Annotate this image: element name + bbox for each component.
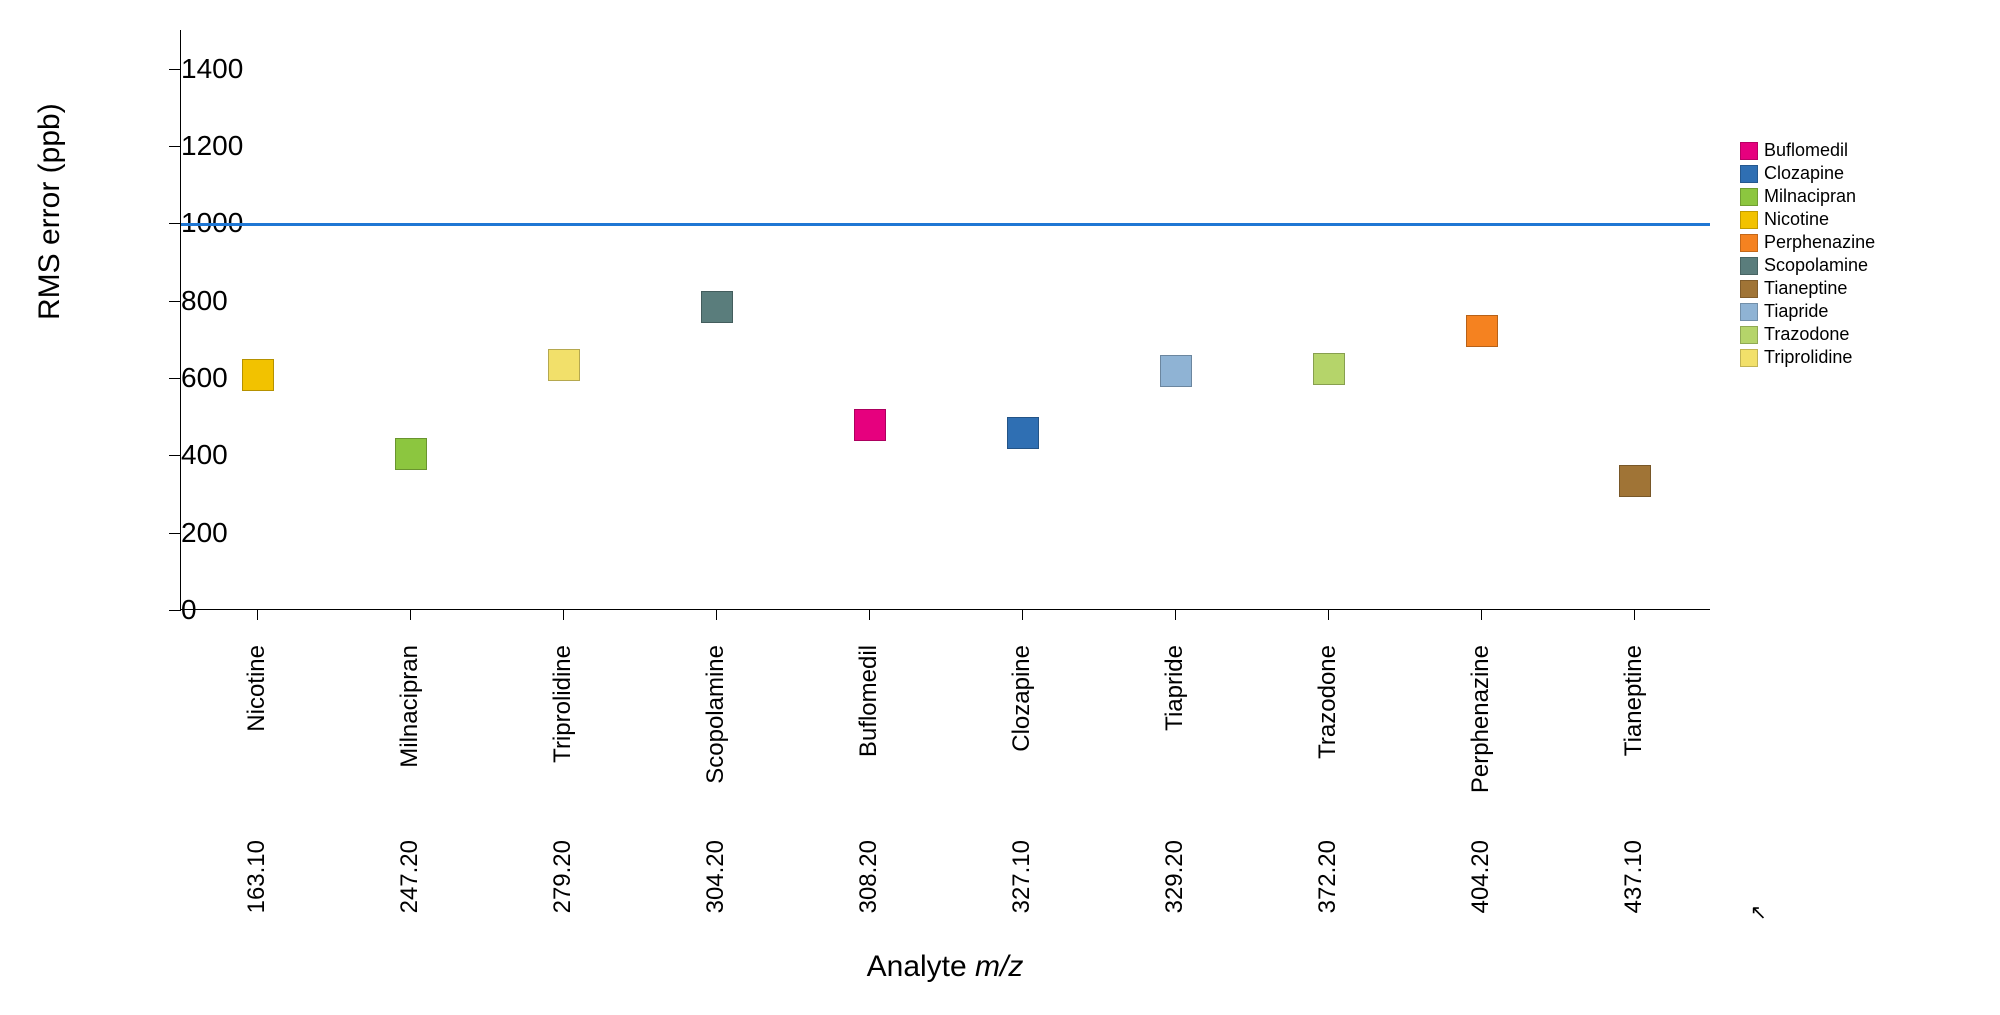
legend-item: Milnacipran xyxy=(1740,186,1875,207)
x-axis-title-prefix: Analyte xyxy=(867,950,975,983)
x-category-label: Triprolidine xyxy=(549,645,577,763)
x-mz-label: 372.20 xyxy=(1314,840,1342,913)
x-mz-label: 327.10 xyxy=(1008,840,1036,913)
y-tick xyxy=(169,69,181,70)
x-category-label: Milnacipran xyxy=(396,645,424,768)
y-tick xyxy=(169,146,181,147)
y-tick-label: 0 xyxy=(181,594,199,626)
x-category-label: Clozapine xyxy=(1008,645,1036,752)
legend-swatch xyxy=(1740,234,1758,252)
legend-label: Clozapine xyxy=(1764,163,1844,184)
x-tick xyxy=(563,610,564,620)
legend-swatch xyxy=(1740,142,1758,160)
x-mz-label: 163.10 xyxy=(243,840,271,913)
x-mz-label: 329.20 xyxy=(1161,840,1189,913)
data-marker xyxy=(701,291,733,323)
x-category-label: Tiapride xyxy=(1161,645,1189,731)
legend-label: Triprolidine xyxy=(1764,347,1852,368)
cursor-icon: ↖ xyxy=(1750,900,1767,925)
legend-swatch xyxy=(1740,211,1758,229)
y-tick xyxy=(169,610,181,611)
x-tick xyxy=(1634,610,1635,620)
x-tick xyxy=(410,610,411,620)
x-mz-label: 308.20 xyxy=(855,840,883,913)
plot-area: 0200400600800100012001400 xyxy=(180,30,1710,610)
legend-label: Perphenazine xyxy=(1764,232,1875,253)
x-mz-label: 279.20 xyxy=(549,840,577,913)
y-tick-label: 200 xyxy=(181,517,199,549)
legend-label: Tiapride xyxy=(1764,301,1828,322)
x-tick xyxy=(869,610,870,620)
legend-label: Nicotine xyxy=(1764,209,1829,230)
y-tick xyxy=(169,533,181,534)
y-tick xyxy=(169,378,181,379)
x-axis-title: Analyte m/z xyxy=(180,950,1710,984)
data-marker xyxy=(548,349,580,381)
data-marker xyxy=(1007,417,1039,449)
x-category-label: Tianeptine xyxy=(1620,645,1648,756)
legend-item: Buflomedil xyxy=(1740,140,1875,161)
legend-item: Trazodone xyxy=(1740,324,1875,345)
y-axis-title: RMS error (ppb) xyxy=(33,103,67,320)
legend-label: Buflomedil xyxy=(1764,140,1848,161)
legend-item: Clozapine xyxy=(1740,163,1875,184)
x-mz-label: 437.10 xyxy=(1620,840,1648,913)
x-tick xyxy=(1175,610,1176,620)
legend-item: Perphenazine xyxy=(1740,232,1875,253)
legend-label: Milnacipran xyxy=(1764,186,1856,207)
legend: BuflomedilClozapineMilnacipranNicotinePe… xyxy=(1740,140,1875,370)
x-tick xyxy=(1481,610,1482,620)
data-marker xyxy=(242,359,274,391)
y-tick-label: 1200 xyxy=(181,130,199,162)
data-marker xyxy=(1313,353,1345,385)
y-tick-label: 1400 xyxy=(181,53,199,85)
reference-line xyxy=(181,223,1710,226)
y-tick-label: 400 xyxy=(181,439,199,471)
legend-item: Tiapride xyxy=(1740,301,1875,322)
legend-swatch xyxy=(1740,280,1758,298)
legend-item: Tianeptine xyxy=(1740,278,1875,299)
legend-swatch xyxy=(1740,349,1758,367)
x-category-label: Scopolamine xyxy=(702,645,730,784)
legend-swatch xyxy=(1740,303,1758,321)
legend-swatch xyxy=(1740,188,1758,206)
x-tick xyxy=(257,610,258,620)
x-mz-label: 404.20 xyxy=(1467,840,1495,913)
y-tick xyxy=(169,455,181,456)
legend-swatch xyxy=(1740,257,1758,275)
data-marker xyxy=(395,438,427,470)
x-tick xyxy=(716,610,717,620)
legend-item: Triprolidine xyxy=(1740,347,1875,368)
legend-item: Scopolamine xyxy=(1740,255,1875,276)
y-tick xyxy=(169,301,181,302)
x-axis-title-italic: m/z xyxy=(975,950,1023,983)
legend-item: Nicotine xyxy=(1740,209,1875,230)
legend-swatch xyxy=(1740,165,1758,183)
y-tick-label: 600 xyxy=(181,362,199,394)
x-mz-label: 304.20 xyxy=(702,840,730,913)
x-tick xyxy=(1328,610,1329,620)
x-category-label: Nicotine xyxy=(243,645,271,732)
data-marker xyxy=(1160,355,1192,387)
legend-label: Tianeptine xyxy=(1764,278,1847,299)
legend-label: Trazodone xyxy=(1764,324,1849,345)
data-marker xyxy=(1466,315,1498,347)
x-category-label: Perphenazine xyxy=(1467,645,1495,793)
rms-error-chart: RMS error (ppb) 020040060080010001200140… xyxy=(60,30,1960,990)
legend-label: Scopolamine xyxy=(1764,255,1868,276)
y-tick xyxy=(169,223,181,224)
x-tick xyxy=(1022,610,1023,620)
y-tick-label: 800 xyxy=(181,285,199,317)
legend-swatch xyxy=(1740,326,1758,344)
data-marker xyxy=(1619,465,1651,497)
data-marker xyxy=(854,409,886,441)
x-category-label: Trazodone xyxy=(1314,645,1342,759)
x-category-label: Buflomedil xyxy=(855,645,883,757)
x-mz-label: 247.20 xyxy=(396,840,424,913)
